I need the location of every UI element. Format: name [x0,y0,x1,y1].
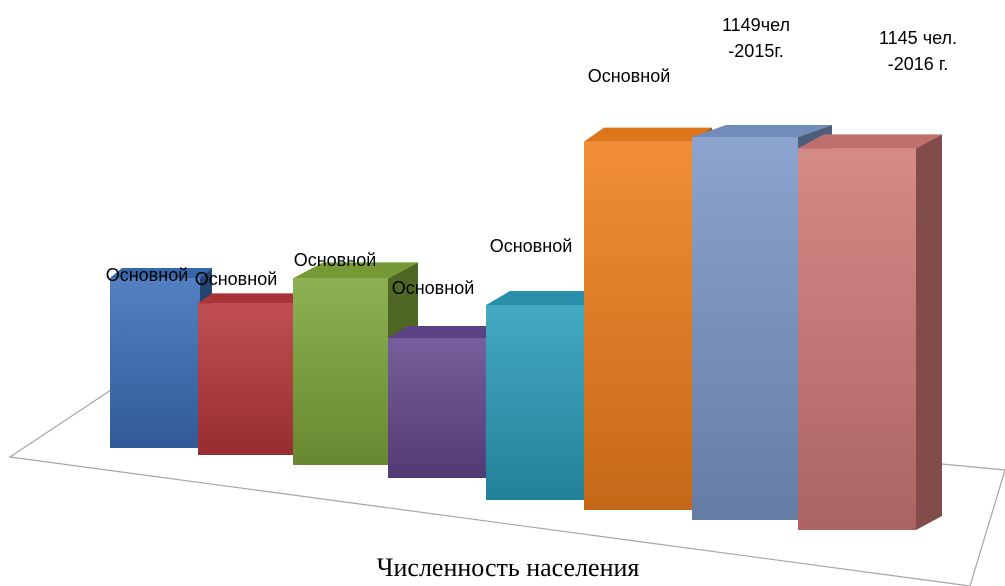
data-label: -2016 г. [888,54,948,74]
data-label: 1149чел [722,15,790,35]
bar-top [798,134,942,149]
bar-front [198,303,293,455]
bar-1 [110,268,212,448]
bar-front [293,278,388,465]
x-axis-title: Численность населения [377,553,640,582]
bar-front [798,148,916,531]
data-label: Основной [490,236,573,256]
bar-front [584,141,692,510]
bar-top [692,125,832,137]
bar-8 [798,134,942,531]
bar-front [692,137,798,520]
data-label: -2015г. [728,41,783,61]
data-label: Основной [294,250,377,270]
data-label: Основной [392,278,475,298]
data-label: Основной [106,265,189,285]
bar-front [388,338,486,478]
bar-top [486,291,610,305]
bar-top [198,293,307,304]
bar-side [916,134,942,531]
data-label: Основной [588,66,671,86]
bar-top [388,326,506,338]
bar-top [584,127,712,142]
bar-front [486,305,586,500]
bar-2 [198,293,307,455]
data-label: 1145 чел. [879,28,957,48]
bar-3 [293,262,418,465]
bar-top [110,268,212,278]
bar-top [293,262,418,279]
data-label: Основной [195,269,278,289]
bar-front [110,278,200,448]
